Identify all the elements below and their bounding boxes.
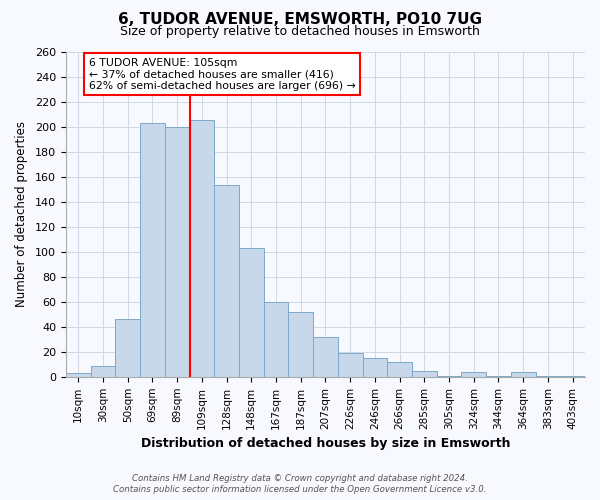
Bar <box>437 376 461 377</box>
Bar <box>140 123 165 377</box>
Y-axis label: Number of detached properties: Number of detached properties <box>15 121 28 307</box>
Bar <box>362 358 387 377</box>
Bar <box>66 373 91 377</box>
Bar <box>486 376 511 377</box>
Bar <box>263 302 289 377</box>
Bar <box>338 353 362 377</box>
Bar <box>313 337 338 377</box>
Bar <box>412 370 437 377</box>
Bar <box>91 366 115 377</box>
Bar <box>461 372 486 377</box>
Bar <box>115 320 140 377</box>
Bar <box>165 126 190 377</box>
Text: Contains HM Land Registry data © Crown copyright and database right 2024.
Contai: Contains HM Land Registry data © Crown c… <box>113 474 487 494</box>
Bar <box>536 376 560 377</box>
X-axis label: Distribution of detached houses by size in Emsworth: Distribution of detached houses by size … <box>141 437 510 450</box>
Bar <box>214 186 239 377</box>
Text: 6 TUDOR AVENUE: 105sqm
← 37% of detached houses are smaller (416)
62% of semi-de: 6 TUDOR AVENUE: 105sqm ← 37% of detached… <box>89 58 355 91</box>
Bar <box>387 362 412 377</box>
Bar <box>289 312 313 377</box>
Bar <box>239 248 263 377</box>
Bar <box>560 376 585 377</box>
Text: Size of property relative to detached houses in Emsworth: Size of property relative to detached ho… <box>120 25 480 38</box>
Bar <box>511 372 536 377</box>
Text: 6, TUDOR AVENUE, EMSWORTH, PO10 7UG: 6, TUDOR AVENUE, EMSWORTH, PO10 7UG <box>118 12 482 28</box>
Bar <box>190 120 214 377</box>
